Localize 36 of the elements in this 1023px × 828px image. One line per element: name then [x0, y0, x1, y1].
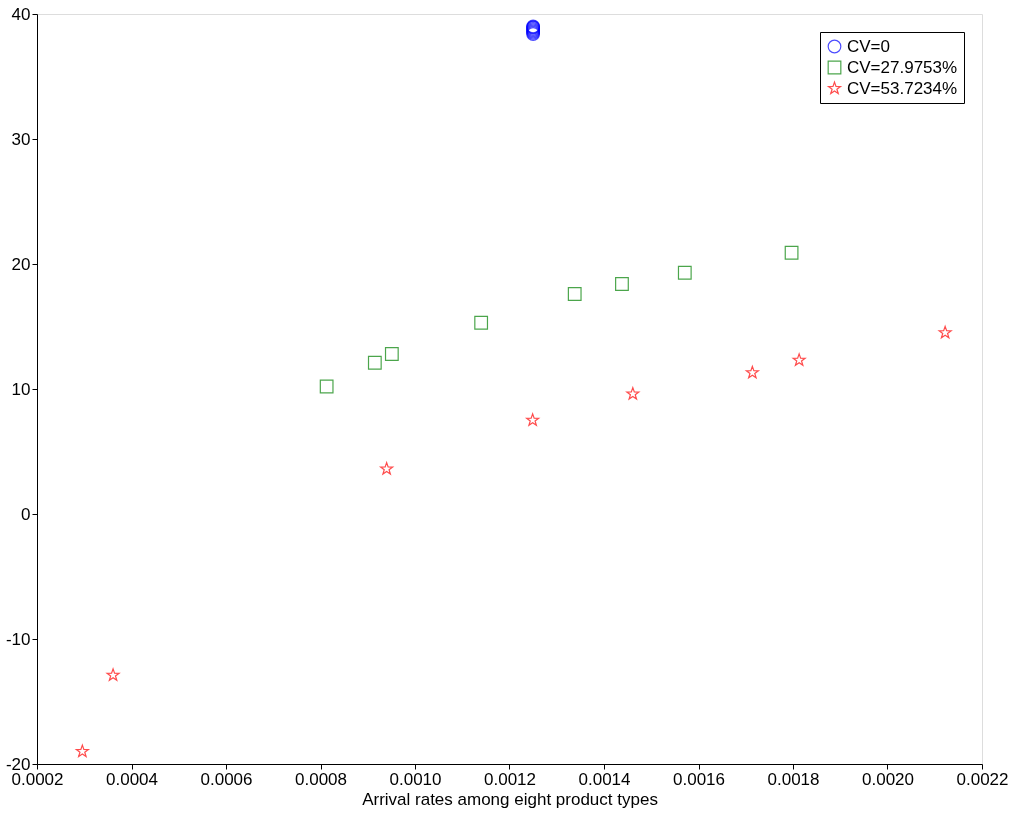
legend-label: CV=27.9753%: [847, 57, 958, 77]
y-tick-label: 30: [11, 129, 31, 149]
x-tick-label: 0.0006: [200, 769, 253, 789]
x-tick-label: 0.0018: [767, 769, 820, 789]
y-tick-label: 10: [11, 379, 31, 399]
y-tick-label: -10: [5, 629, 31, 649]
legend-label: CV=53.7234%: [847, 78, 958, 98]
point: [567, 287, 582, 301]
point: [615, 277, 629, 291]
x-tick-label: 0.0010: [389, 769, 442, 789]
point: [367, 355, 382, 370]
point: [784, 245, 799, 260]
point: [677, 265, 692, 280]
point: [626, 387, 640, 400]
point: [792, 353, 806, 366]
y-tick-label: 40: [11, 4, 31, 24]
legend-label: CV=0: [847, 36, 890, 56]
point: [745, 365, 759, 379]
x-tick-label: 0.0020: [862, 769, 914, 789]
x-tick-label: 0.0004: [106, 769, 158, 789]
x-tick-label: 0.0014: [578, 769, 631, 789]
x-tick-label: 0.0022: [956, 769, 1009, 789]
y-tick-label: 20: [11, 254, 31, 274]
point: [384, 347, 399, 361]
x-axis-title: Arrival rates among eight product types: [362, 789, 658, 809]
point: [526, 413, 540, 426]
point: [106, 668, 120, 681]
x-tick-label: 0.0012: [484, 769, 536, 789]
point: [380, 462, 394, 475]
y-tick-label: 0: [21, 504, 31, 524]
point: [938, 325, 952, 339]
point: [75, 744, 89, 758]
x-tick-label: 0.0016: [673, 769, 725, 789]
x-tick-label: 0.0008: [295, 769, 347, 789]
point: [319, 379, 334, 394]
point: [474, 315, 489, 330]
